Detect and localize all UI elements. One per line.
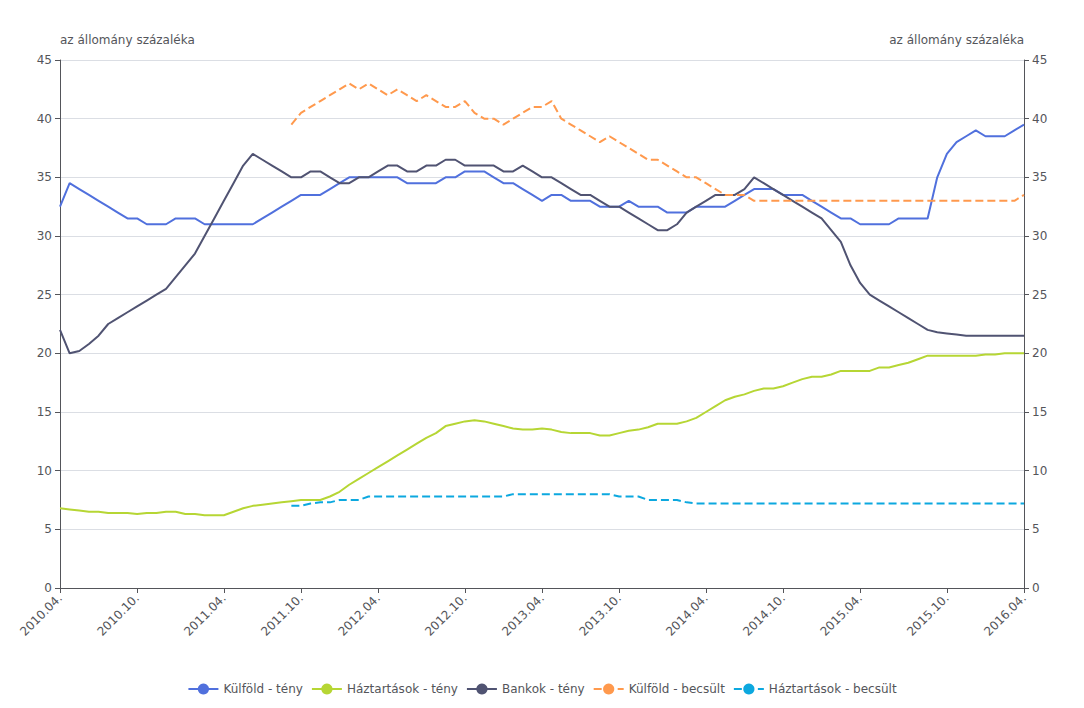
- svg-text:2013.04.: 2013.04.: [499, 591, 547, 639]
- svg-text:2016.04.: 2016.04.: [981, 591, 1029, 639]
- svg-text:az állomány százaléka: az állomány százaléka: [60, 33, 195, 47]
- svg-text:45: 45: [37, 53, 52, 67]
- svg-text:20: 20: [1032, 346, 1047, 360]
- svg-text:5: 5: [1032, 522, 1040, 536]
- svg-text:2010.10.: 2010.10.: [94, 591, 142, 639]
- svg-text:45: 45: [1032, 53, 1047, 67]
- svg-text:2015.10.: 2015.10.: [904, 591, 952, 639]
- svg-text:0: 0: [1032, 581, 1040, 595]
- svg-text:2010.04.: 2010.04.: [17, 591, 65, 639]
- svg-text:2014.10.: 2014.10.: [740, 591, 788, 639]
- svg-text:20: 20: [37, 346, 52, 360]
- svg-text:az állomány százaléka: az állomány százaléka: [889, 33, 1024, 47]
- svg-text:2014.04.: 2014.04.: [663, 591, 711, 639]
- svg-text:2012.10.: 2012.10.: [422, 591, 470, 639]
- svg-text:2012.04.: 2012.04.: [335, 591, 383, 639]
- svg-text:0: 0: [44, 581, 52, 595]
- svg-text:30: 30: [1032, 229, 1047, 243]
- svg-text:Külföld - tény: Külföld - tény: [223, 682, 302, 696]
- svg-text:35: 35: [37, 170, 52, 184]
- svg-text:10: 10: [37, 464, 52, 478]
- svg-text:2013.10.: 2013.10.: [576, 591, 624, 639]
- svg-text:Bankok - tény: Bankok - tény: [502, 682, 585, 696]
- svg-text:15: 15: [37, 405, 52, 419]
- svg-text:40: 40: [37, 112, 52, 126]
- svg-text:2015.04.: 2015.04.: [817, 591, 865, 639]
- svg-text:2011.04.: 2011.04.: [181, 591, 229, 639]
- svg-text:5: 5: [44, 522, 52, 536]
- svg-text:35: 35: [1032, 170, 1047, 184]
- svg-text:2011.10.: 2011.10.: [258, 591, 306, 639]
- svg-text:15: 15: [1032, 405, 1047, 419]
- svg-text:30: 30: [37, 229, 52, 243]
- svg-text:10: 10: [1032, 464, 1047, 478]
- svg-text:25: 25: [1032, 288, 1047, 302]
- svg-text:Háztartások - tény: Háztartások - tény: [347, 682, 458, 696]
- svg-text:25: 25: [37, 288, 52, 302]
- svg-text:Háztartások - becsült: Háztartások - becsült: [769, 682, 897, 696]
- svg-text:Külföld - becsült: Külföld - becsült: [629, 682, 725, 696]
- svg-text:40: 40: [1032, 112, 1047, 126]
